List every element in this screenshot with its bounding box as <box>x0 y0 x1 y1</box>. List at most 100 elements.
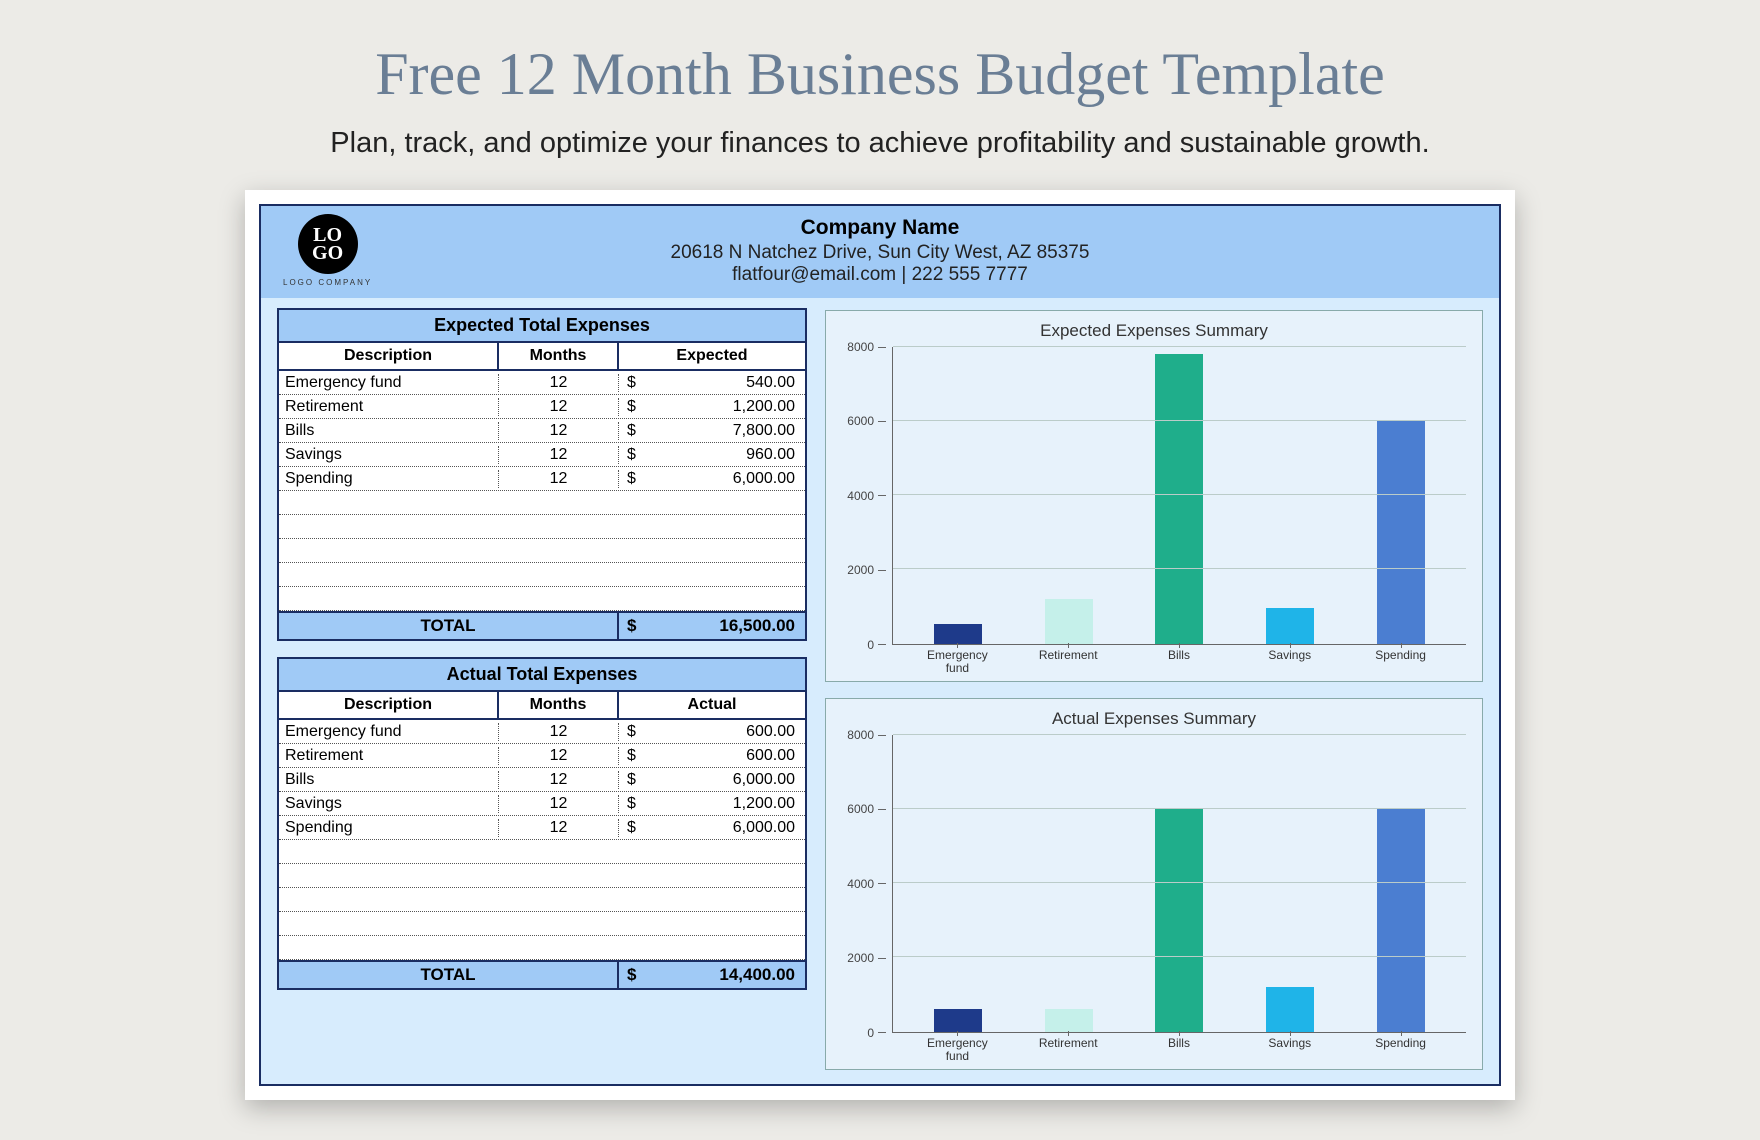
table-row-empty <box>279 491 805 515</box>
cell-amount: $7,800.00 <box>619 422 805 440</box>
grid-line <box>893 494 1466 495</box>
cell-months: 12 <box>499 422 619 440</box>
x-label: Bills <box>1143 1037 1215 1063</box>
tick-mark-icon <box>878 735 886 736</box>
amount-value: 960.00 <box>647 446 805 464</box>
company-contact: flatfour@email.com | 222 555 7777 <box>277 264 1483 286</box>
expected-x-labels: Emergency fundRetirementBillsSavingsSpen… <box>842 645 1466 675</box>
table-row-empty <box>279 515 805 539</box>
currency-symbol: $ <box>619 723 647 741</box>
y-tick-label: 6000 <box>847 802 874 816</box>
tick-mark-icon <box>878 347 886 348</box>
col-actual: Actual <box>619 692 805 718</box>
expected-table-header: Description Months Expected <box>279 343 805 371</box>
actual-table-header: Description Months Actual <box>279 692 805 720</box>
expected-chart: Expected Expenses Summary 80006000400020… <box>825 310 1483 682</box>
table-row-empty <box>279 563 805 587</box>
col-description: Description <box>279 343 499 369</box>
bar-slot <box>1254 347 1326 644</box>
actual-rows: Emergency fund 12 $600.00Retirement 12 $… <box>279 720 805 960</box>
logo: LO GO LOGO COMPANY <box>283 214 372 287</box>
currency-symbol: $ <box>619 616 647 636</box>
cell-description: Bills <box>279 422 499 440</box>
currency-symbol: $ <box>619 398 647 416</box>
charts-column: Expected Expenses Summary 8000 6000 4000 20… <box>825 308 1483 1070</box>
currency-symbol: $ <box>619 422 647 440</box>
table-row-empty <box>279 888 805 912</box>
col-months: Months <box>499 692 619 718</box>
tick-mark-icon <box>878 495 886 496</box>
spreadsheet: LO GO LOGO COMPANY Company Name 20618 N … <box>259 204 1501 1086</box>
cell-amount: $1,200.00 <box>619 398 805 416</box>
table-row: Retirement 12 $1,200.00 <box>279 395 805 419</box>
bar-slot <box>1143 735 1215 1032</box>
grid-line <box>893 568 1466 569</box>
bar <box>1266 608 1314 644</box>
bar <box>1155 809 1203 1031</box>
y-tick-label: 0 <box>867 1026 874 1040</box>
x-label: Emergency fund <box>921 649 993 675</box>
cell-amount: $960.00 <box>619 446 805 464</box>
bar <box>1377 421 1425 643</box>
table-row-empty <box>279 864 805 888</box>
amount-value: 600.00 <box>647 747 805 765</box>
table-row: Bills 12 $7,800.00 <box>279 419 805 443</box>
expected-table: Expected Total Expenses Description Mont… <box>277 308 807 641</box>
amount-value: 600.00 <box>647 723 805 741</box>
actual-table: Actual Total Expenses Description Months… <box>277 657 807 990</box>
page-subtitle: Plan, track, and optimize your finances … <box>330 127 1429 160</box>
logo-icon: LO GO <box>298 214 358 274</box>
currency-symbol: $ <box>619 771 647 789</box>
currency-symbol: $ <box>619 470 647 488</box>
cell-amount: $6,000.00 <box>619 470 805 488</box>
grid-line <box>893 956 1466 957</box>
cell-amount: $6,000.00 <box>619 771 805 789</box>
table-row: Emergency fund 12 $600.00 <box>279 720 805 744</box>
table-row-empty <box>279 539 805 563</box>
cell-description: Savings <box>279 795 499 813</box>
bar <box>1045 1009 1093 1031</box>
amount-value: 540.00 <box>647 374 805 392</box>
actual-plot-wrap: 80006000400020000 <box>842 735 1466 1033</box>
cell-months: 12 <box>499 470 619 488</box>
cell-months: 12 <box>499 446 619 464</box>
tick-mark-icon <box>878 809 886 810</box>
page-title: Free 12 Month Business Budget Template <box>375 40 1385 109</box>
cell-amount: $6,000.00 <box>619 819 805 837</box>
tick-mark-icon <box>878 644 886 645</box>
y-tick-label: 4000 <box>847 877 874 891</box>
tables-column: Expected Total Expenses Description Mont… <box>277 308 807 1070</box>
table-row-empty <box>279 840 805 864</box>
actual-chart-title: Actual Expenses Summary <box>842 709 1466 729</box>
expected-chart-title: Expected Expenses Summary <box>842 321 1466 341</box>
company-header: LO GO LOGO COMPANY Company Name 20618 N … <box>261 206 1499 298</box>
y-tick-label: 6000 <box>847 414 874 428</box>
tick-mark-icon <box>878 1032 886 1033</box>
y-tick-label: 2000 <box>847 563 874 577</box>
template-card: LO GO LOGO COMPANY Company Name 20618 N … <box>245 190 1515 1100</box>
cell-amount: $540.00 <box>619 374 805 392</box>
expected-total-amount: 16,500.00 <box>647 616 805 636</box>
table-row: Retirement 12 $600.00 <box>279 744 805 768</box>
logo-caption: LOGO COMPANY <box>283 278 372 287</box>
table-row: Savings 12 $960.00 <box>279 443 805 467</box>
tick-mark-icon <box>878 958 886 959</box>
bar-slot <box>1143 347 1215 644</box>
amount-value: 7,800.00 <box>647 422 805 440</box>
cell-description: Emergency fund <box>279 374 499 392</box>
expected-rows: Emergency fund 12 $540.00 Retirement 12 $… <box>279 371 805 611</box>
cell-months: 12 <box>499 747 619 765</box>
cell-description: Emergency fund <box>279 723 499 741</box>
currency-symbol: $ <box>619 965 647 985</box>
amount-value: 1,200.00 <box>647 398 805 416</box>
y-tick-label: 4000 <box>847 489 874 503</box>
expected-table-title: Expected Total Expenses <box>279 310 805 343</box>
cell-amount: $600.00 <box>619 747 805 765</box>
y-tick-label: 8000 <box>847 728 874 742</box>
x-label: Bills <box>1143 649 1215 675</box>
amount-value: 6,000.00 <box>647 771 805 789</box>
cell-description: Spending <box>279 819 499 837</box>
x-label: Retirement <box>1032 649 1104 675</box>
bar-slot <box>1033 735 1105 1032</box>
currency-symbol: $ <box>619 374 647 392</box>
